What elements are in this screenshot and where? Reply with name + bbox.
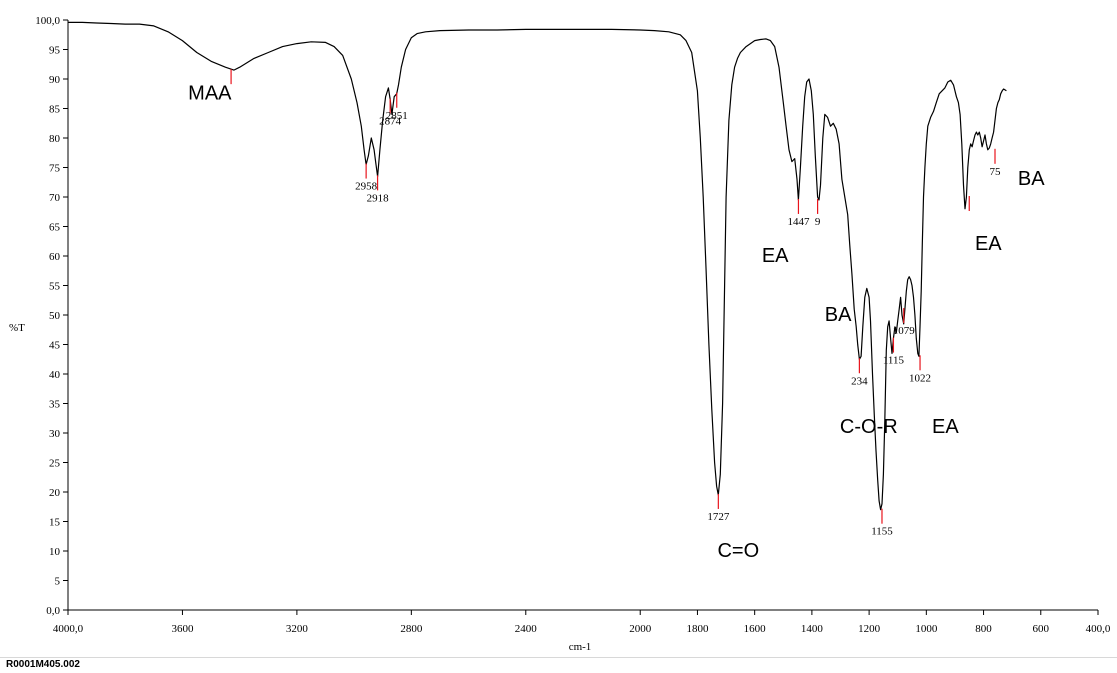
peak-label: 9 — [815, 216, 821, 228]
x-tick-label: 1800 — [686, 623, 709, 635]
y-tick-label: 100,0 — [35, 15, 60, 27]
x-tick-label: 2000 — [629, 623, 652, 635]
y-tick-label: 85 — [49, 104, 61, 116]
y-axis-ticks: 0,0 5 10 15 20 25 30 35 40 45 50 55 60 65 70 75 80 85 90 95… — [35, 15, 68, 617]
band-annotation: C=O — [717, 540, 759, 562]
x-tick-label: 1200 — [858, 623, 881, 635]
y-tick-label: 50 — [49, 310, 61, 322]
band-annotations: MAA C=O EA BA C-O-R EA EA BA — [188, 83, 1045, 562]
spectrum-line — [68, 21, 1007, 511]
band-annotation: BA — [1018, 168, 1045, 190]
peak-label: 1727 — [707, 511, 730, 523]
band-annotation: MAA — [188, 83, 232, 105]
y-tick-label: 35 — [49, 399, 61, 411]
y-tick-label: 30 — [49, 428, 61, 440]
file-id-label: R0001M405.002 — [6, 659, 80, 670]
x-axis-title: cm-1 — [569, 641, 592, 653]
footer-divider — [0, 657, 1117, 658]
spectrum-series — [68, 21, 1007, 511]
x-axis-ticks: 4000,0 3600 3200 2800 2400 2000 1800 1600 1400 12… — [53, 610, 1111, 635]
x-tick-label: 800 — [975, 623, 992, 635]
peak-label: 2958 — [355, 181, 378, 193]
y-tick-label: 10 — [49, 546, 61, 558]
peak-label: 2918 — [367, 192, 390, 204]
y-tick-label: 5 — [55, 576, 61, 588]
y-axis-title: %T — [9, 322, 25, 334]
band-annotation: C-O-R — [840, 416, 898, 438]
band-annotation: EA — [975, 233, 1002, 255]
peak-label: 1447 — [787, 216, 810, 228]
x-tick-label: 2800 — [400, 623, 423, 635]
x-tick-label: 3200 — [286, 623, 309, 635]
x-tick-label: 1600 — [744, 623, 767, 635]
x-tick-label: 4000,0 — [53, 623, 84, 635]
y-tick-label: 70 — [49, 192, 61, 204]
band-annotation: BA — [825, 304, 852, 326]
peak-label: 2851 — [386, 110, 408, 122]
x-tick-label: 400,0 — [1086, 623, 1111, 635]
x-tick-label: 1400 — [801, 623, 824, 635]
band-annotation: EA — [762, 245, 789, 267]
y-tick-label: 20 — [49, 487, 61, 499]
y-tick-label: 60 — [49, 251, 61, 263]
chart-axes — [67, 20, 1098, 611]
peak-label: 234 — [851, 375, 868, 387]
peak-label: 1079 — [893, 325, 916, 337]
peak-label: 1115 — [883, 355, 905, 367]
y-tick-label: 90 — [49, 74, 61, 86]
x-tick-label: 2400 — [515, 623, 538, 635]
y-tick-label: 40 — [49, 369, 61, 381]
peak-label: 1022 — [909, 372, 931, 384]
x-tick-label: 1000 — [915, 623, 938, 635]
y-tick-label: 75 — [49, 163, 61, 175]
y-tick-label: 45 — [49, 340, 61, 352]
y-tick-label: 80 — [49, 133, 61, 145]
y-tick-label: 15 — [49, 517, 61, 529]
peak-label: 1155 — [871, 526, 893, 538]
x-tick-label: 600 — [1033, 623, 1050, 635]
peak-label: 2874 — [379, 116, 402, 128]
peak-label: 75 — [990, 166, 1002, 178]
band-annotation: EA — [932, 416, 959, 438]
y-tick-label: 65 — [49, 222, 61, 234]
x-tick-label: 3600 — [171, 623, 194, 635]
y-tick-label: 55 — [49, 281, 61, 293]
y-tick-label: 0,0 — [46, 605, 60, 617]
y-tick-label: 95 — [49, 45, 61, 57]
y-tick-label: 25 — [49, 458, 61, 470]
